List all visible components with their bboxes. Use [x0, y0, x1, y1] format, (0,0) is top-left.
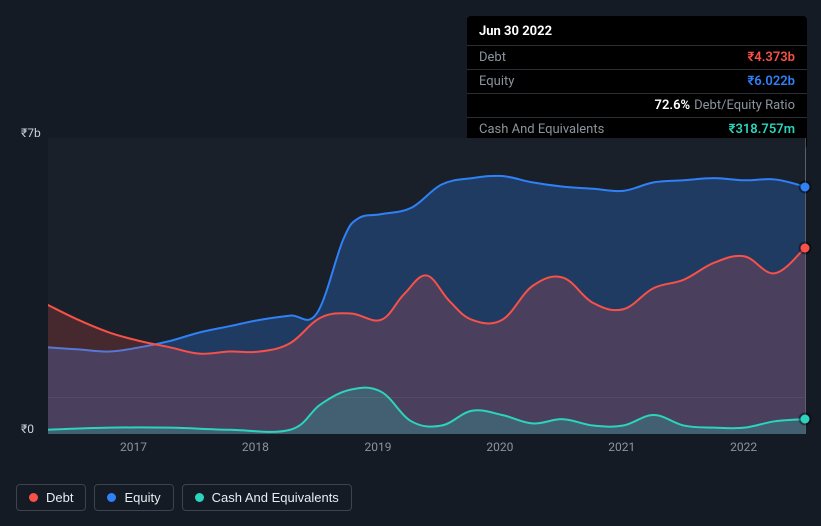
tooltip-row-value: ₹4.373b: [747, 50, 795, 65]
chart-svg: [48, 138, 805, 434]
tooltip-row-value: ₹318.757m: [729, 122, 795, 137]
legend-dot-icon: [29, 493, 38, 502]
x-tick-label: 2022: [730, 440, 757, 454]
legend-dot-icon: [195, 493, 204, 502]
legend-item[interactable]: Equity: [94, 484, 173, 511]
tooltip-row: Debt ₹4.373b: [467, 45, 807, 69]
x-axis-ticks: 2017 2018 2019 2020 2021 2022: [48, 440, 805, 456]
y-axis-max-label: ₹7b: [21, 126, 41, 140]
x-tick-label: 2018: [242, 440, 269, 454]
legend-item[interactable]: Debt: [16, 484, 86, 511]
grid-line: [48, 397, 805, 398]
series-end-dot: [801, 243, 810, 252]
chart-tooltip: Jun 30 2022 Debt ₹4.373b Equity ₹6.022b 72.6…: [467, 16, 807, 149]
tooltip-row-value: 72.6%Debt/Equity Ratio: [655, 98, 795, 113]
legend-label: Equity: [124, 490, 160, 505]
y-axis-min-label: ₹0: [21, 422, 34, 436]
legend-dot-icon: [107, 493, 116, 502]
series-end-dot: [801, 415, 810, 424]
chart-legend: Debt Equity Cash And Equivalents: [16, 484, 352, 511]
legend-label: Cash And Equivalents: [212, 490, 339, 505]
tooltip-row: 72.6%Debt/Equity Ratio: [467, 93, 807, 117]
legend-item[interactable]: Cash And Equivalents: [182, 484, 352, 511]
tooltip-row: Equity ₹6.022b: [467, 69, 807, 93]
x-tick-label: 2020: [486, 440, 513, 454]
tooltip-row-label: Equity: [479, 74, 514, 89]
tooltip-row-label: Cash And Equivalents: [479, 122, 604, 137]
tooltip-title: Jun 30 2022: [467, 24, 807, 45]
x-tick-label: 2017: [120, 440, 147, 454]
tooltip-row-value: ₹6.022b: [747, 74, 795, 89]
series-end-dot: [801, 182, 810, 191]
x-tick-label: 2021: [608, 440, 635, 454]
tooltip-row-label: Debt: [479, 50, 506, 65]
legend-label: Debt: [46, 490, 73, 505]
x-tick-label: 2019: [365, 440, 392, 454]
chart-plot-area[interactable]: [48, 138, 805, 434]
